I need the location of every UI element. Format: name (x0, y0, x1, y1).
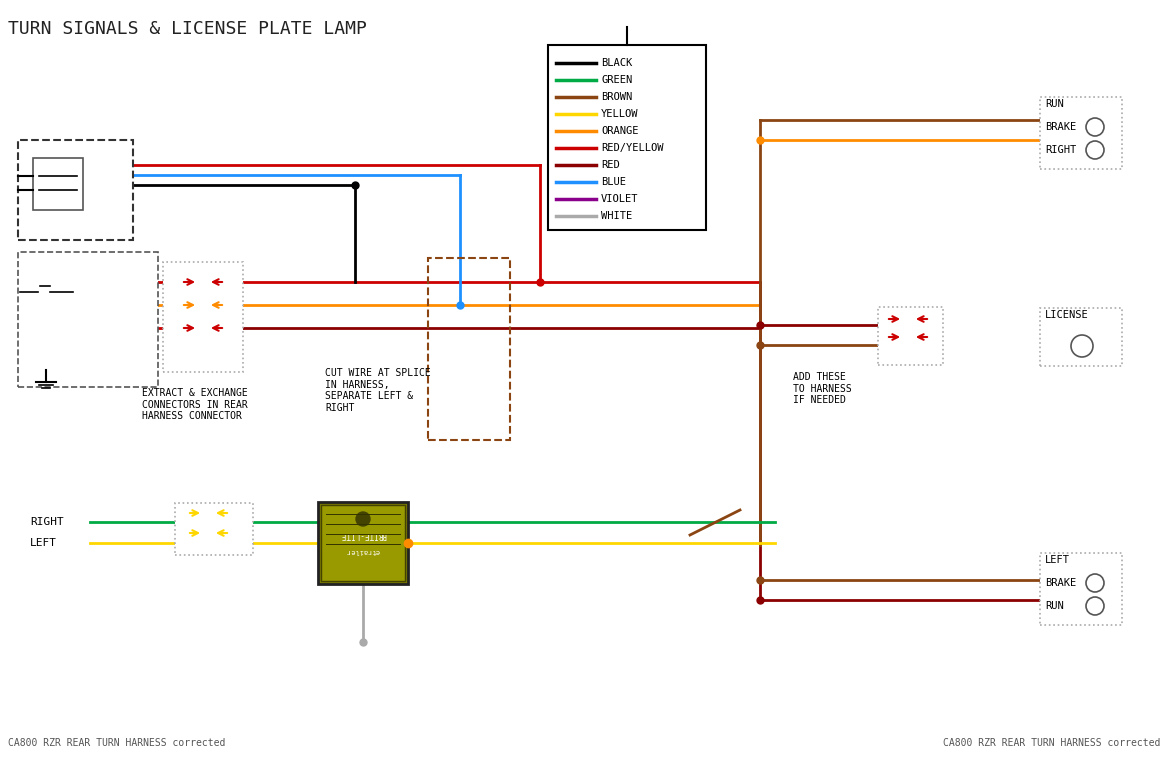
Bar (1040, 553, 1122, 625)
Text: BRITE-LITE: BRITE-LITE (340, 530, 387, 540)
Text: VIOLET: VIOLET (602, 194, 639, 204)
Text: BLUE: BLUE (602, 177, 626, 187)
Text: LEFT: LEFT (30, 538, 57, 548)
Text: BROWN: BROWN (602, 92, 632, 102)
Text: CUT WIRE AT SPLICE
IN HARNESS,
SEPARATE LEFT &
RIGHT: CUT WIRE AT SPLICE IN HARNESS, SEPARATE … (325, 368, 431, 413)
Text: TURN SIGNALS & LICENSE PLATE LAMP: TURN SIGNALS & LICENSE PLATE LAMP (8, 20, 367, 38)
Text: LICENSE: LICENSE (1045, 310, 1089, 320)
Text: RUN: RUN (1045, 601, 1064, 611)
Text: BRAKE SWITCH: BRAKE SWITCH (20, 296, 84, 305)
Text: BRAKE: BRAKE (1045, 122, 1076, 132)
Text: RIGHT: RIGHT (1045, 145, 1076, 155)
Bar (878, 307, 943, 365)
Bar (33, 158, 83, 210)
Text: WHITE: WHITE (602, 211, 632, 221)
Bar (318, 502, 408, 584)
Text: RUN: RUN (1045, 99, 1064, 109)
Bar (18, 140, 133, 240)
Bar (1040, 308, 1122, 366)
Text: CA800 RZR REAR TURN HARNESS corrected: CA800 RZR REAR TURN HARNESS corrected (943, 738, 1160, 748)
Text: LEFT: LEFT (1045, 555, 1070, 565)
Bar (321, 505, 405, 581)
Text: BRAKE: BRAKE (1045, 578, 1076, 588)
Bar (18, 252, 158, 387)
Text: EXTRACT & EXCHANGE
CONNECTORS IN REAR
HARNESS CONNECTOR: EXTRACT & EXCHANGE CONNECTORS IN REAR HA… (142, 388, 248, 421)
Bar (175, 503, 253, 555)
Text: CA800 RZR REAR TURN HARNESS corrected: CA800 RZR REAR TURN HARNESS corrected (8, 738, 225, 748)
Text: RIGHT: RIGHT (30, 517, 64, 527)
Text: ADD THESE
TO HARNESS
IF NEEDED: ADD THESE TO HARNESS IF NEEDED (793, 372, 851, 405)
Text: RED: RED (602, 160, 620, 170)
Text: RZR IGNITION: RZR IGNITION (20, 263, 84, 272)
Bar (548, 45, 705, 230)
Text: etrailer: etrailer (346, 548, 380, 554)
Bar (164, 262, 243, 372)
Bar (427, 258, 510, 440)
Text: ORANGE: ORANGE (602, 126, 639, 136)
Text: GREEN: GREEN (602, 75, 632, 85)
Text: BLACK: BLACK (602, 58, 632, 68)
Text: YELLOW: YELLOW (602, 109, 639, 119)
Bar (1040, 97, 1122, 169)
Circle shape (356, 512, 370, 526)
Text: RED/YELLOW: RED/YELLOW (602, 143, 663, 153)
